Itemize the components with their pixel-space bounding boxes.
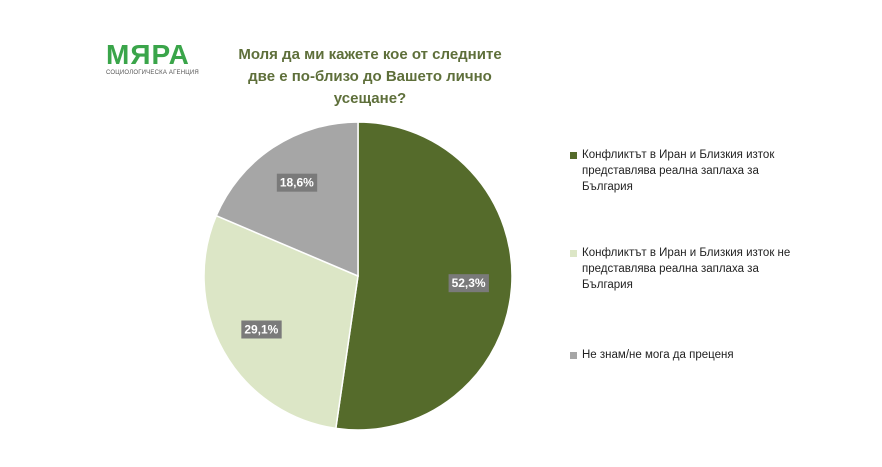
value-label: 29,1% bbox=[244, 323, 278, 337]
legend-swatch bbox=[570, 352, 577, 359]
chart-title: Моля да ми кажете кое от следните две е … bbox=[238, 46, 502, 107]
value-label: 52,3% bbox=[452, 276, 486, 290]
value-label-bg bbox=[276, 173, 318, 192]
value-label-bg bbox=[448, 274, 489, 293]
legend-swatch bbox=[570, 250, 577, 257]
pie-slice bbox=[334, 121, 513, 431]
legend-swatch bbox=[570, 152, 577, 159]
value-label-bg bbox=[241, 320, 282, 339]
logo-tagline: СОЦИОЛОГИЧЕСКА АГЕНЦИЯ bbox=[106, 70, 199, 76]
logo: МЯРА СОЦИОЛОГИЧЕСКА АГЕНЦИЯ bbox=[106, 39, 206, 77]
legend-entry: Конфликтът в Иран и Близкия изток предст… bbox=[582, 149, 775, 193]
value-label: 18,6% bbox=[280, 176, 314, 190]
pie-slice bbox=[215, 121, 359, 278]
logo-name: МЯРА bbox=[106, 39, 190, 70]
legend-entry: Конфликтът в Иран и Близкия изток не пре… bbox=[582, 247, 791, 291]
legend-entry: Не знам/не мога да преценя bbox=[582, 349, 734, 361]
